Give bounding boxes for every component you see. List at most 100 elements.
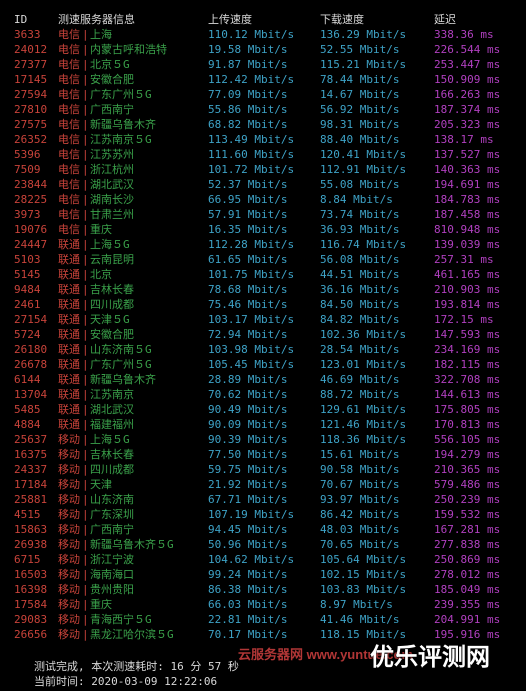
table-row: 26678 联通 | 广东广州５G 105.45 Mbit/s 123.01 Mbit/s… xyxy=(0,357,526,372)
separator: | xyxy=(82,613,89,626)
latency-value: 187.458 ms xyxy=(434,208,501,221)
server-id: 25881 xyxy=(14,493,48,506)
server-id: 17184 xyxy=(14,478,48,491)
latency-value: 167.281 ms xyxy=(434,523,501,536)
server-location: 广东广州５G xyxy=(90,358,152,371)
upload-speed: 21.92 Mbit/s xyxy=(208,478,288,491)
separator: | xyxy=(82,598,89,611)
download-speed: 120.41 Mbit/s xyxy=(320,148,407,161)
separator: | xyxy=(82,208,89,221)
server-id: 16375 xyxy=(14,448,48,461)
isp-label: 电信 xyxy=(58,208,80,221)
server-id: 27377 xyxy=(14,58,48,71)
server-location: 上海 xyxy=(90,28,112,41)
table-row: 5396 电信 | 江苏苏州 111.60 Mbit/s 120.41 Mbit/s 137… xyxy=(0,147,526,162)
latency-value: 278.012 ms xyxy=(434,568,501,581)
isp-label: 联通 xyxy=(58,343,80,356)
separator: | xyxy=(82,28,89,41)
upload-speed: 70.62 Mbit/s xyxy=(208,388,288,401)
server-id: 24447 xyxy=(14,238,48,251)
download-speed: 14.67 Mbit/s xyxy=(320,88,400,101)
download-speed: 102.36 Mbit/s xyxy=(320,328,407,341)
table-row: 29083 移动 | 青海西宁５G 22.81 Mbit/s 41.46 Mbit/s 20… xyxy=(0,612,526,627)
download-speed: 52.55 Mbit/s xyxy=(320,43,400,56)
table-row: 16398 移动 | 贵州贵阳 86.38 Mbit/s 103.83 Mbit/s 185… xyxy=(0,582,526,597)
isp-label: 联通 xyxy=(58,313,80,326)
download-speed: 88.40 Mbit/s xyxy=(320,133,400,146)
upload-speed: 67.71 Mbit/s xyxy=(208,493,288,506)
download-speed: 86.42 Mbit/s xyxy=(320,508,400,521)
table-row: 24337 移动 | 四川成都 59.75 Mbit/s 90.58 Mbit/s 210.… xyxy=(0,462,526,477)
separator: | xyxy=(82,538,89,551)
download-speed: 8.97 Mbit/s xyxy=(320,598,393,611)
server-id: 7509 xyxy=(14,163,41,176)
server-id: 16398 xyxy=(14,583,48,596)
upload-speed: 99.24 Mbit/s xyxy=(208,568,288,581)
server-id: 3973 xyxy=(14,208,41,221)
download-speed: 48.03 Mbit/s xyxy=(320,523,400,536)
isp-label: 联通 xyxy=(58,268,80,281)
separator: | xyxy=(82,523,89,536)
server-id: 5724 xyxy=(14,328,41,341)
server-id: 5145 xyxy=(14,268,41,281)
table-row: 13704 联通 | 江苏南京 70.62 Mbit/s 88.72 Mbit/s 144.… xyxy=(0,387,526,402)
table-row: 25637 移动 | 上海５G 90.39 Mbit/s 118.36 Mbit/s 556… xyxy=(0,432,526,447)
separator: | xyxy=(82,358,89,371)
upload-speed: 103.98 Mbit/s xyxy=(208,343,295,356)
latency-value: 159.532 ms xyxy=(434,508,501,521)
latency-value: 139.039 ms xyxy=(434,238,501,251)
separator: | xyxy=(82,628,89,641)
server-id: 26938 xyxy=(14,538,48,551)
isp-label: 联通 xyxy=(58,358,80,371)
download-speed: 88.72 Mbit/s xyxy=(320,388,400,401)
server-id: 6144 xyxy=(14,373,41,386)
server-location: 新疆乌鲁木齐 xyxy=(90,373,156,386)
isp-label: 移动 xyxy=(58,523,80,536)
table-row: 5145 联通 | 北京 101.75 Mbit/s 44.51 Mbit/s 461.16… xyxy=(0,267,526,282)
table-row: 7509 电信 | 浙江杭州 101.72 Mbit/s 112.91 Mbit/s 140… xyxy=(0,162,526,177)
table-row: 4884 联通 | 福建福州 90.09 Mbit/s 121.46 Mbit/s 170.… xyxy=(0,417,526,432)
isp-label: 电信 xyxy=(58,223,80,236)
separator: | xyxy=(82,463,89,476)
server-location: 青海西宁５G xyxy=(90,613,152,626)
latency-value: 257.31 ms xyxy=(434,253,494,266)
server-location: 江苏南京５G xyxy=(90,133,152,146)
isp-label: 电信 xyxy=(58,133,80,146)
isp-label: 电信 xyxy=(58,43,80,56)
status-done: 测试完成, 本次测速耗时: 16 分 57 秒 xyxy=(34,660,239,673)
isp-label: 移动 xyxy=(58,598,80,611)
latency-value: 322.708 ms xyxy=(434,373,501,386)
server-id: 27154 xyxy=(14,313,48,326)
latency-value: 172.15 ms xyxy=(434,313,494,326)
server-id: 26352 xyxy=(14,133,48,146)
isp-label: 联通 xyxy=(58,418,80,431)
upload-speed: 22.81 Mbit/s xyxy=(208,613,288,626)
table-row: 27154 联通 | 天津５G 103.17 Mbit/s 84.82 Mbit/s 172… xyxy=(0,312,526,327)
server-location: 黑龙江哈尔滨５G xyxy=(90,628,174,641)
upload-speed: 112.28 Mbit/s xyxy=(208,238,295,251)
download-speed: 112.91 Mbit/s xyxy=(320,163,407,176)
upload-speed: 66.03 Mbit/s xyxy=(208,598,288,611)
isp-label: 电信 xyxy=(58,148,80,161)
table-row: 2461 联通 | 四川成都 75.46 Mbit/s 84.50 Mbit/s 193.8… xyxy=(0,297,526,312)
table-row: 3633 电信 | 上海 110.12 Mbit/s 136.29 Mbit/s 338.3… xyxy=(0,27,526,42)
isp-label: 电信 xyxy=(58,73,80,86)
server-location: 广西南宁 xyxy=(90,103,134,116)
table-row: 28225 电信 | 湖南长沙 66.95 Mbit/s 8.84 Mbit/s 184.7… xyxy=(0,192,526,207)
upload-speed: 103.17 Mbit/s xyxy=(208,313,295,326)
server-id: 24337 xyxy=(14,463,48,476)
server-id: 29083 xyxy=(14,613,48,626)
upload-speed: 57.91 Mbit/s xyxy=(208,208,288,221)
upload-speed: 55.86 Mbit/s xyxy=(208,103,288,116)
table-row: 16503 移动 | 海南海口 99.24 Mbit/s 102.15 Mbit/s 278… xyxy=(0,567,526,582)
server-location: 天津５G xyxy=(90,313,130,326)
server-location: 湖北武汉 xyxy=(90,403,134,416)
upload-speed: 70.17 Mbit/s xyxy=(208,628,288,641)
upload-speed: 50.96 Mbit/s xyxy=(208,538,288,551)
download-speed: 36.93 Mbit/s xyxy=(320,223,400,236)
upload-speed: 16.35 Mbit/s xyxy=(208,223,288,236)
isp-label: 联通 xyxy=(58,373,80,386)
latency-value: 250.869 ms xyxy=(434,553,501,566)
download-speed: 84.82 Mbit/s xyxy=(320,313,400,326)
download-speed: 73.74 Mbit/s xyxy=(320,208,400,221)
